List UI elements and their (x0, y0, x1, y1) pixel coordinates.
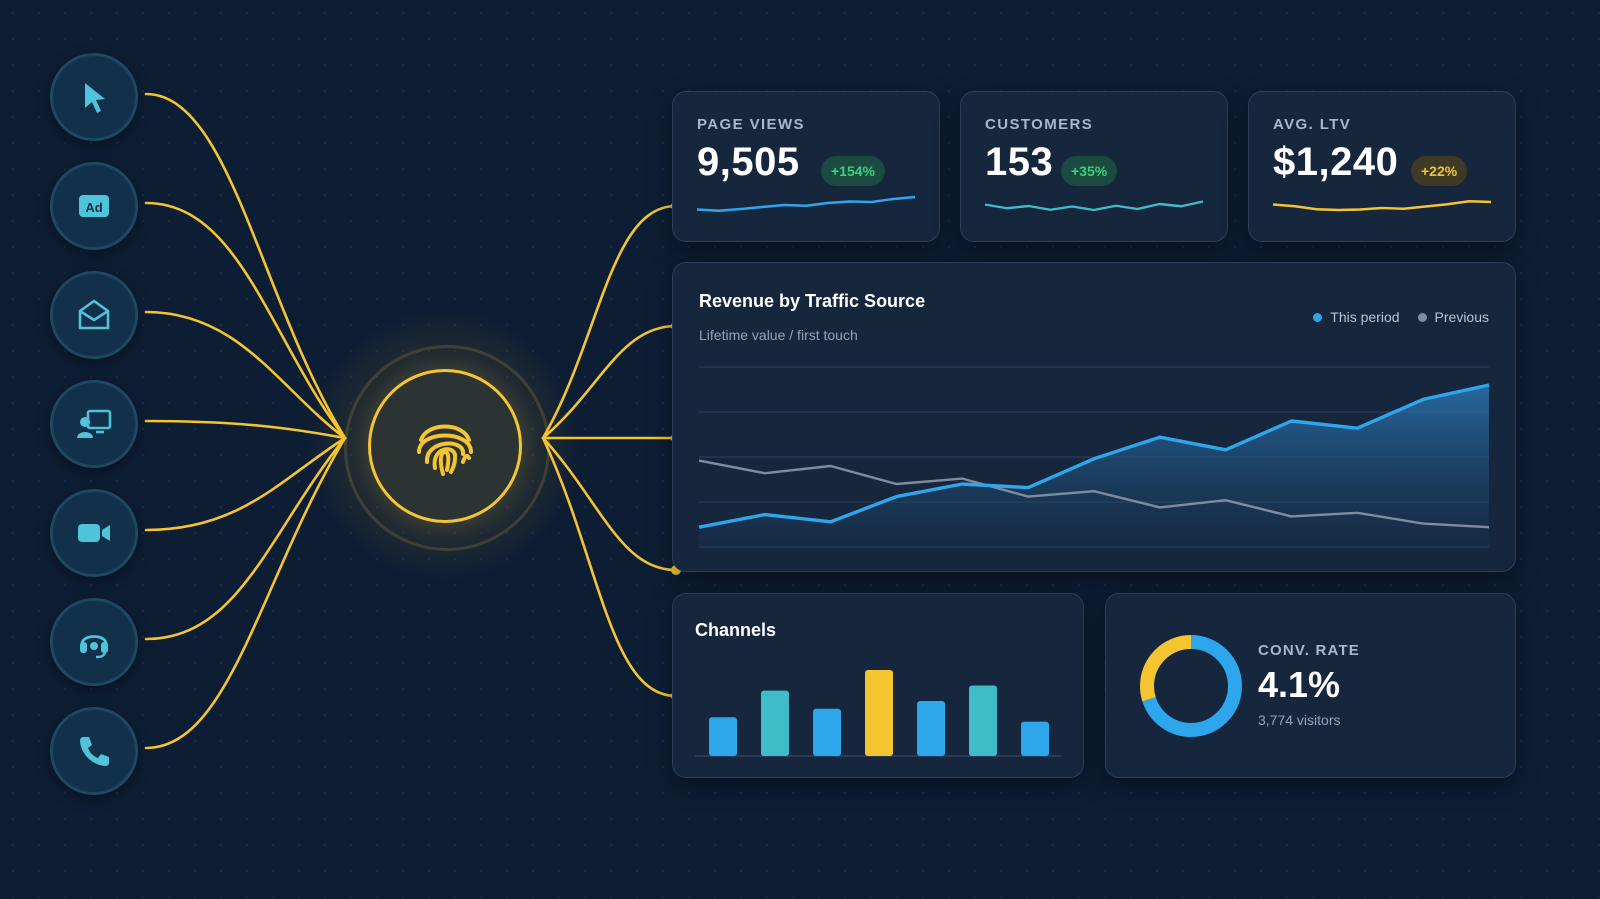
headset-icon (80, 635, 108, 659)
wire-out-kpi (541, 204, 678, 440)
source-cursor-button[interactable] (50, 53, 138, 141)
wire-video (144, 436, 347, 532)
envelope-icon (78, 299, 110, 330)
channels-title: Channels (695, 620, 777, 640)
kpi-label: AVG. LTV (1273, 116, 1352, 133)
presentation-icon (77, 409, 112, 438)
fingerprint-icon (417, 424, 473, 476)
channel-bar[interactable] (917, 700, 945, 756)
channel-bar[interactable] (709, 717, 737, 756)
conversion-value: 4.1% (1258, 664, 1341, 705)
kpi-label: PAGE VIEWS (697, 116, 805, 133)
wire-email (144, 310, 347, 440)
kpi-value: 9,505 (697, 140, 800, 184)
source-email-button[interactable] (50, 271, 138, 359)
conversion-donut (1140, 635, 1242, 737)
source-support-button[interactable] (50, 598, 138, 686)
donut-slice-secondary (1140, 635, 1242, 737)
ad-icon: Ad (79, 195, 109, 217)
kpi-card-page-views[interactable]: PAGE VIEWS 9,505 +154% (672, 91, 940, 242)
chart-title: Revenue by Traffic Source (699, 291, 926, 311)
wire-out-revenue-bottom (541, 436, 678, 572)
channel-bar[interactable] (969, 685, 997, 756)
channel-bar[interactable] (813, 708, 841, 756)
series-line-previous (698, 459, 1490, 529)
conversion-visitors: 3,774 visitors (1258, 712, 1341, 728)
phone-icon (80, 737, 109, 766)
svg-text:Ad: Ad (85, 200, 102, 215)
kpi-card-customers[interactable]: CUSTOMERS 153 +35% (960, 91, 1228, 242)
kpi-label: CUSTOMERS (985, 116, 1094, 133)
identity-hub (368, 369, 522, 523)
wire-presentation (144, 419, 347, 440)
wire-cursor (144, 92, 347, 440)
kpi-card-avg-ltv[interactable]: AVG. LTV $1,240 +22% (1248, 91, 1516, 242)
channel-bar[interactable] (761, 690, 789, 756)
sparkline (984, 200, 1204, 212)
wire-ad (144, 201, 347, 440)
cursor-icon (85, 83, 105, 113)
hub-ring (344, 345, 550, 551)
source-ad-button[interactable]: Ad (50, 162, 138, 250)
series-line-this-period (698, 383, 1490, 529)
sparkline-line (696, 195, 916, 212)
series-area-this-period (699, 385, 1489, 547)
wire-headset (144, 436, 347, 641)
sparkline (696, 195, 916, 212)
channel-bar[interactable] (1021, 721, 1049, 756)
change-badge: +35% (1061, 156, 1118, 186)
kpi-value: $1,240 (1273, 140, 1399, 184)
sparkline (1272, 200, 1492, 212)
conversion-card[interactable]: CONV. RATE 4.1% 3,774 visitors (1105, 593, 1516, 778)
legend-item-this-period[interactable]: This period (1313, 309, 1400, 325)
source-phone-button[interactable] (50, 707, 138, 795)
wire-out-revenue-top (541, 324, 678, 440)
wire-out-channels (541, 436, 678, 698)
revenue-chart-card[interactable]: Revenue by Traffic Source Lifetime value… (672, 262, 1516, 572)
kpi-value: 153 (985, 140, 1054, 184)
channels-card[interactable]: Channels (672, 593, 1084, 778)
sparkline-line (984, 200, 1204, 212)
chart-subtitle: Lifetime value / first touch (699, 327, 858, 343)
channels-bar-chart (695, 670, 1061, 757)
legend-dot (1417, 312, 1427, 322)
wire-phone (144, 436, 347, 750)
revenue-area-chart (698, 366, 1490, 548)
change-badge: +22% (1411, 156, 1468, 186)
legend-label: This period (1330, 309, 1400, 325)
change-badge: +154% (821, 156, 885, 186)
legend-dot (1313, 312, 1323, 322)
source-video-button[interactable] (50, 489, 138, 577)
conversion-label: CONV. RATE (1258, 642, 1361, 659)
channel-bar[interactable] (865, 670, 893, 756)
video-camera-icon (78, 524, 110, 542)
sparkline-line (1272, 200, 1492, 212)
legend-label: Previous (1434, 309, 1489, 325)
chart-legend: This period Previous (1313, 309, 1489, 325)
source-presentation-button[interactable] (50, 380, 138, 468)
legend-item-previous[interactable]: Previous (1417, 309, 1489, 325)
